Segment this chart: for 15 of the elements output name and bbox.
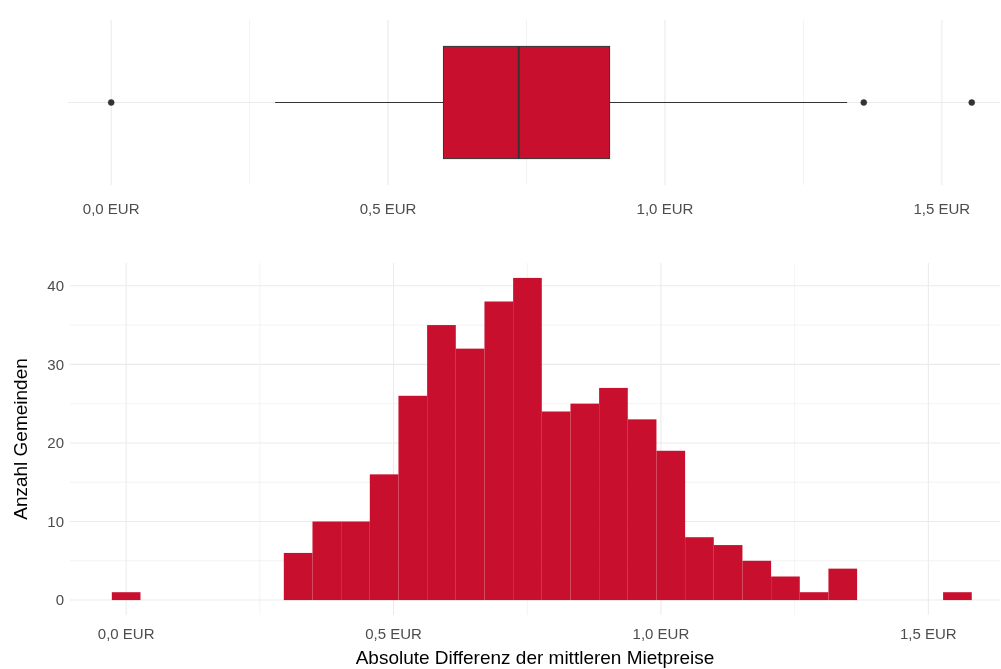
y-tick-label: 20 [47, 434, 64, 452]
x-tick-label: 1,0 EUR [636, 200, 694, 217]
y-tick-label: 10 [47, 512, 64, 530]
x-tick-label: 0,0 EUR [97, 625, 155, 642]
y-tick-label: 30 [47, 355, 64, 373]
x-tick-label: 1,0 EUR [632, 625, 690, 642]
y-tick-label: 40 [47, 277, 64, 295]
x-tick-label: 0,0 EUR [82, 200, 140, 217]
y-tick-label: 0 [55, 591, 64, 609]
x-tick-label: 0,5 EUR [359, 200, 417, 217]
y-axis-title: Anzahl Gemeinden [10, 358, 31, 520]
x-tick-label: 1,5 EUR [913, 200, 971, 217]
x-tick-label: 0,5 EUR [365, 625, 423, 642]
x-tick-label: 1,5 EUR [899, 625, 957, 642]
x-axis-title: Absolute Differenz der mittleren Mietpreise [355, 647, 715, 668]
